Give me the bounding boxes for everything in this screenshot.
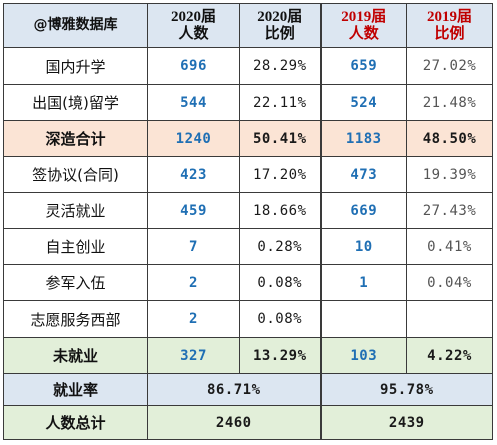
count-2020: 327 [147, 337, 240, 374]
employment-rate-2020: 86.71% [147, 373, 322, 406]
count-2019: 659 [320, 47, 407, 85]
row-label: 深造合计 [3, 120, 148, 157]
table-header-row: @博雅数据库 2020届 人数 2020届 比例 2019届 人数 2019届 … [3, 3, 493, 48]
total-count-2020: 2460 [147, 405, 322, 440]
table-row-subtotal: 深造合计 1240 50.41% 1183 48.50% [3, 120, 493, 157]
row-label: 自主创业 [3, 228, 148, 265]
ratio-2019: 0.04% [406, 264, 493, 301]
count-2019: 10 [320, 228, 407, 265]
count-2019: 103 [320, 337, 407, 374]
header-2019-ratio: 2019届 比例 [406, 3, 493, 48]
row-label: 国内升学 [3, 47, 148, 85]
count-2019: 473 [320, 156, 407, 193]
count-2019: 1 [320, 264, 407, 301]
count-2019 [320, 300, 407, 338]
table-row: 灵活就业 459 18.66% 669 27.43% [3, 192, 493, 229]
header-2019-count: 2019届 人数 [320, 3, 407, 48]
ratio-2019: 27.02% [406, 47, 493, 85]
employment-rate-2019: 95.78% [320, 373, 493, 406]
header-2020-count: 2020届 人数 [147, 3, 240, 48]
ratio-2019: 27.43% [406, 192, 493, 229]
count-2020: 696 [147, 47, 240, 85]
header-2020-ratio: 2020届 比例 [239, 3, 322, 48]
ratio-2020: 0.08% [239, 300, 322, 338]
total-count-2019: 2439 [320, 405, 493, 440]
count-2020: 7 [147, 228, 240, 265]
ratio-2020: 17.20% [239, 156, 322, 193]
row-label: 志愿服务西部 [3, 300, 148, 338]
table-row: 出国(境)留学 544 22.11% 524 21.48% [3, 84, 493, 121]
ratio-2020: 0.08% [239, 264, 322, 301]
ratio-2020: 13.29% [239, 337, 322, 374]
ratio-2019: 48.50% [406, 120, 493, 157]
count-2020: 544 [147, 84, 240, 121]
row-label: 灵活就业 [3, 192, 148, 229]
table-row: 自主创业 7 0.28% 10 0.41% [3, 228, 493, 265]
row-label: 参军入伍 [3, 264, 148, 301]
ratio-2019: 19.39% [406, 156, 493, 193]
count-2020: 2 [147, 300, 240, 338]
table-row: 志愿服务西部 2 0.08% [3, 300, 493, 338]
graduate-destination-table: @博雅数据库 2020届 人数 2020届 比例 2019届 人数 2019届 … [3, 3, 493, 440]
ratio-2019: 21.48% [406, 84, 493, 121]
ratio-2019: 4.22% [406, 337, 493, 374]
count-2020: 2 [147, 264, 240, 301]
count-2019: 1183 [320, 120, 407, 157]
table-row: 国内升学 696 28.29% 659 27.02% [3, 47, 493, 85]
total-count-label: 人数总计 [3, 405, 148, 440]
ratio-2020: 18.66% [239, 192, 322, 229]
table-row-unemployed: 未就业 327 13.29% 103 4.22% [3, 337, 493, 374]
row-label: 签协议(合同) [3, 156, 148, 193]
count-2020: 1240 [147, 120, 240, 157]
employment-rate-row: 就业率 86.71% 95.78% [3, 373, 493, 406]
count-2019: 524 [320, 84, 407, 121]
ratio-2020: 0.28% [239, 228, 322, 265]
ratio-2020: 50.41% [239, 120, 322, 157]
ratio-2020: 28.29% [239, 47, 322, 85]
table-row: 签协议(合同) 423 17.20% 473 19.39% [3, 156, 493, 193]
graduate-destination-table-container: @博雅数据库 2020届 人数 2020届 比例 2019届 人数 2019届 … [3, 3, 493, 440]
ratio-2020: 22.11% [239, 84, 322, 121]
ratio-2019: 0.41% [406, 228, 493, 265]
row-label: 出国(境)留学 [3, 84, 148, 121]
brand-watermark: @博雅数据库 [3, 3, 148, 48]
total-count-row: 人数总计 2460 2439 [3, 405, 493, 440]
count-2019: 669 [320, 192, 407, 229]
row-label: 未就业 [3, 337, 148, 374]
count-2020: 459 [147, 192, 240, 229]
table-row: 参军入伍 2 0.08% 1 0.04% [3, 264, 493, 301]
ratio-2019 [406, 300, 493, 338]
employment-rate-label: 就业率 [3, 373, 148, 406]
count-2020: 423 [147, 156, 240, 193]
